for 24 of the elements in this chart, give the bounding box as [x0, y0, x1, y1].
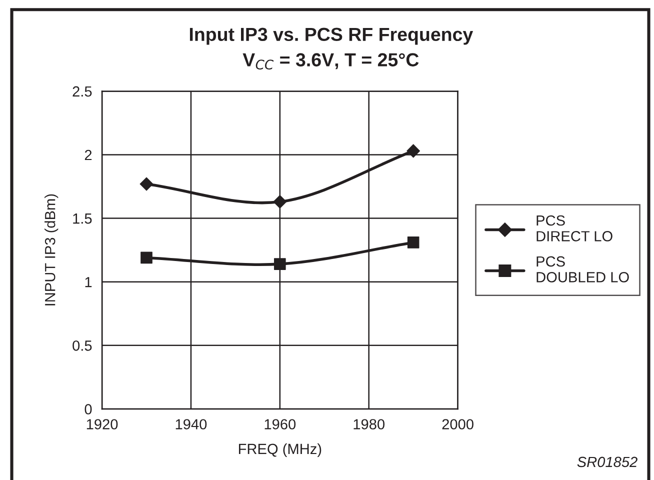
- y-tick-label: 2: [84, 150, 92, 160]
- y-tick-label: 0: [84, 404, 92, 414]
- point: [273, 195, 287, 209]
- x-tick-label: 1960: [264, 419, 296, 430]
- y-tick-label: 1.5: [73, 214, 92, 224]
- x-tick-label: 1940: [176, 419, 207, 430]
- x-axis-title: FREQ (MHz): [238, 443, 322, 457]
- y-tick-label: 0.5: [72, 340, 92, 351]
- y-tick-label: 1: [85, 277, 92, 288]
- y-axis-title: INPUT IP3 (dBm): [44, 194, 58, 306]
- text: SR01852: [577, 456, 638, 468]
- point: [140, 252, 152, 264]
- point: [274, 258, 286, 270]
- point: [140, 177, 154, 191]
- x-tick-label: 2000: [442, 419, 474, 430]
- legend-label: PCS DOUBLED LO: [536, 256, 629, 282]
- x-tick-label: 1920: [86, 419, 118, 430]
- legend-label: PCS DIRECT LO: [536, 215, 612, 242]
- y-tick-label: 2.5: [72, 86, 92, 97]
- point: [406, 144, 420, 158]
- chart-title: Input IP3 vs. PCS RF Frequency: [190, 28, 474, 45]
- chart-subtitle: V$_{CC}$ = 3.6V, T = 25°C: [242, 53, 419, 70]
- point: [407, 236, 420, 248]
- x-tick-label: 1980: [354, 419, 385, 430]
